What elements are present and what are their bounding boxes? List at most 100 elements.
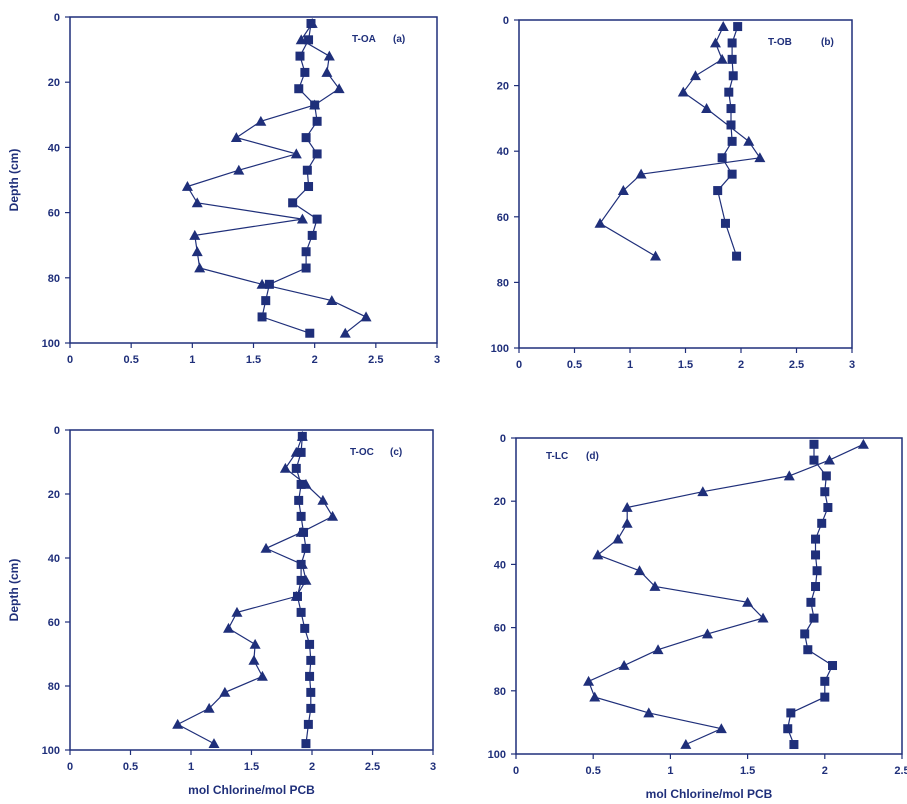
square-marker bbox=[301, 263, 311, 273]
square-marker bbox=[306, 655, 316, 665]
x-tick-label: 1.5 bbox=[678, 359, 693, 371]
triangle-marker bbox=[321, 66, 333, 77]
triangle-marker bbox=[742, 596, 754, 607]
square-marker bbox=[717, 153, 727, 163]
square-marker bbox=[257, 312, 267, 322]
triangle-marker bbox=[360, 311, 372, 322]
x-tick-label: 2 bbox=[309, 761, 315, 773]
square-marker bbox=[305, 639, 315, 649]
triangle-marker bbox=[643, 707, 655, 718]
y-tick-label: 100 bbox=[42, 338, 60, 350]
triangle-marker bbox=[612, 533, 624, 544]
x-tick-label: 3 bbox=[434, 354, 440, 366]
triangle-marker bbox=[208, 738, 220, 748]
panel-letter: (d) bbox=[586, 451, 599, 462]
triangle-marker bbox=[589, 691, 601, 702]
triangle-marker bbox=[680, 739, 692, 749]
triangle-marker bbox=[233, 164, 245, 175]
x-tick-label: 1.5 bbox=[244, 761, 259, 773]
square-marker bbox=[296, 447, 306, 457]
triangle-marker bbox=[290, 590, 302, 601]
triangle-marker bbox=[701, 103, 713, 113]
triangle-marker bbox=[743, 135, 755, 146]
square-marker bbox=[312, 116, 322, 126]
y-tick-label: 0 bbox=[503, 15, 509, 27]
triangle-marker bbox=[689, 70, 701, 81]
panel-label: T-OC bbox=[350, 447, 374, 458]
x-tick-label: 0 bbox=[513, 765, 519, 777]
x-tick-label: 1.5 bbox=[740, 765, 755, 777]
square-marker bbox=[296, 575, 306, 585]
triangle-marker bbox=[248, 654, 260, 665]
triangle-marker bbox=[583, 675, 595, 686]
square-marker bbox=[727, 54, 737, 64]
square-marker bbox=[728, 71, 738, 81]
triangle-marker bbox=[783, 470, 795, 481]
x-tick-label: 1 bbox=[627, 359, 633, 371]
square-marker bbox=[300, 67, 310, 77]
plot-frame bbox=[515, 437, 903, 755]
triangle-marker bbox=[650, 250, 662, 261]
y-axis-label: Depth (cm) bbox=[7, 559, 21, 622]
square-marker bbox=[803, 645, 813, 655]
panel-label: T-OA bbox=[352, 34, 376, 45]
triangle-marker bbox=[635, 168, 647, 179]
y-tick-label: 0 bbox=[54, 425, 60, 437]
triangle-marker bbox=[260, 542, 272, 553]
triangle-marker bbox=[295, 34, 307, 45]
triangle-marker bbox=[697, 486, 709, 497]
triangle-marker bbox=[339, 327, 351, 338]
x-tick-label: 0.5 bbox=[124, 354, 139, 366]
triangle-marker bbox=[191, 197, 203, 208]
x-axis-label: mol Chlorine/mol PCB bbox=[646, 787, 773, 801]
plot-frame bbox=[69, 429, 434, 751]
square-marker bbox=[304, 182, 314, 192]
x-tick-label: 3 bbox=[430, 761, 436, 773]
triangle-marker bbox=[249, 638, 261, 649]
square-marker bbox=[809, 439, 819, 449]
square-marker bbox=[820, 676, 830, 686]
plot-frame bbox=[518, 19, 853, 349]
y-tick-label: 20 bbox=[48, 489, 60, 501]
square-marker bbox=[727, 136, 737, 146]
square-marker bbox=[820, 692, 830, 702]
square-marker bbox=[727, 38, 737, 48]
square-marker bbox=[291, 463, 301, 473]
triangle-marker bbox=[317, 494, 329, 505]
triangle-marker bbox=[594, 217, 606, 228]
triangle-marker bbox=[256, 670, 268, 681]
square-marker bbox=[817, 518, 827, 528]
triangle-marker bbox=[296, 558, 308, 569]
triangle-marker bbox=[255, 115, 267, 126]
square-marker bbox=[733, 22, 743, 32]
y-tick-label: 60 bbox=[48, 208, 60, 220]
square-marker bbox=[312, 149, 322, 159]
x-tick-label: 2.5 bbox=[789, 359, 804, 371]
square-marker bbox=[806, 597, 816, 607]
x-tick-label: 1 bbox=[189, 354, 195, 366]
panel-label: T-LC bbox=[546, 451, 568, 462]
y-tick-label: 80 bbox=[48, 273, 60, 285]
triangle-marker bbox=[621, 517, 633, 528]
y-axis-label: Depth (cm) bbox=[7, 149, 21, 212]
triangle-marker bbox=[716, 53, 728, 64]
x-tick-label: 0 bbox=[516, 359, 522, 371]
chart-panel-a: 0 0.5 1 1.5 2 2.5 3 0 20 40 60 80 100 T-OA (a) Depth (c… bbox=[7, 12, 440, 366]
x-tick-label: 2.5 bbox=[368, 354, 383, 366]
square-marker bbox=[301, 543, 311, 553]
triangle-marker bbox=[715, 723, 727, 734]
triangle-marker bbox=[300, 574, 312, 585]
triangle-marker bbox=[223, 622, 235, 633]
square-marker bbox=[306, 687, 316, 697]
square-marker bbox=[306, 703, 316, 713]
panel-letter: (c) bbox=[390, 447, 402, 458]
chart-panel-b: 0 0.5 1 1.5 2 2.5 3 0 20 40 60 80 100 T-OB (b) bbox=[491, 15, 855, 371]
square-marker bbox=[713, 186, 723, 196]
y-tick-label: 100 bbox=[488, 749, 506, 761]
x-tick-label: 2 bbox=[822, 765, 828, 777]
y-tick-label: 100 bbox=[491, 343, 509, 355]
square-marker bbox=[726, 104, 736, 114]
triangle-marker bbox=[230, 132, 242, 143]
x-tick-label: 0.5 bbox=[123, 761, 138, 773]
